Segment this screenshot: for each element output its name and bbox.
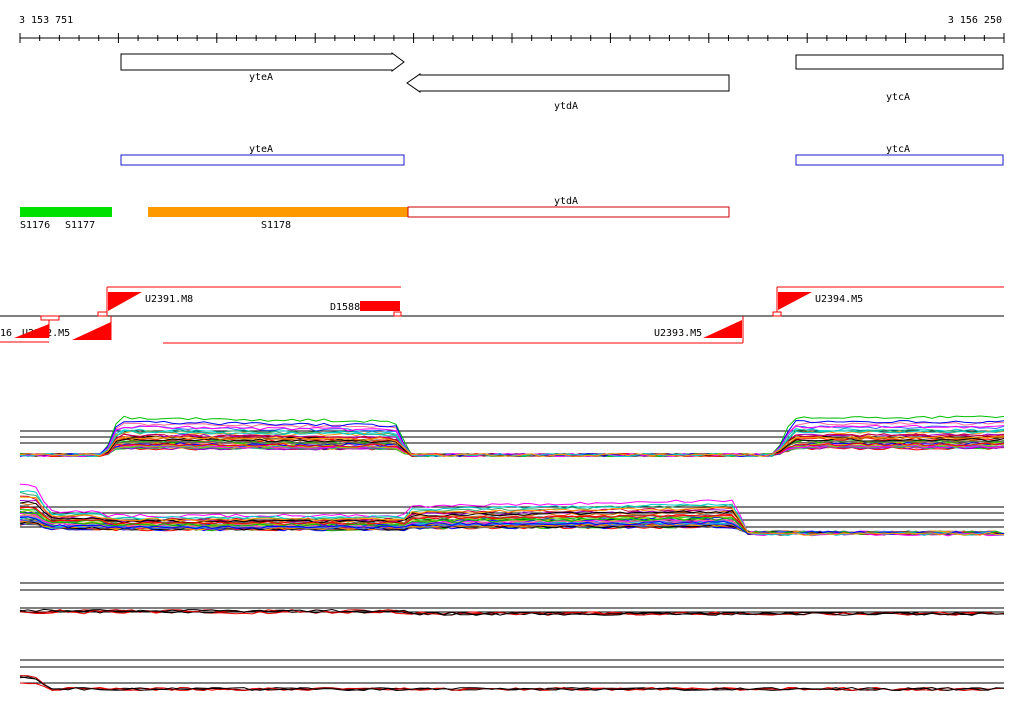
profile-track-3 [19,582,1005,616]
start-coordinate: 3 153 751 [19,15,73,26]
expression-profile-line [19,490,1005,537]
gene-track: yteA ytdA ytcA [120,52,1004,112]
gene-label-yteA: yteA [249,72,273,83]
segment-label-S1176: S1176 [20,220,50,231]
expression-profile-line [19,516,1005,535]
expression-profile-line [19,424,1005,458]
expression-profile-line [19,435,1005,457]
feature-label-U2391: U2391.M8 [145,294,193,305]
expression-profile-line [19,511,1005,535]
gene-label-ytdA: ytdA [554,101,578,112]
feature-block-D1588[interactable] [360,301,400,311]
segment-green[interactable] [20,207,112,217]
coordinate-ruler: 3 153 751 3 156 250 [19,15,1005,43]
gene-arrow-yteA[interactable] [120,52,405,72]
segment-label-ytdA: ytdA [554,196,578,207]
feature-flag-U2393[interactable] [703,320,742,338]
feature-label-D1588: D1588 [330,302,360,313]
feature-flag-left[interactable] [72,322,111,340]
cds-box-yteA[interactable] [120,154,405,166]
feature-flag-U2391[interactable] [108,292,142,311]
feature-flag-U2392[interactable] [14,324,49,338]
end-coordinate: 3 156 250 [948,15,1002,26]
expression-profile-line [19,608,1004,616]
ruler-ticks [19,33,1005,43]
profile-track-4 [19,659,1005,692]
segment-track: S1176 S1177 S1178 ytdA [20,196,730,231]
feature-flag-U2394[interactable] [778,292,812,310]
profile-track-2 [19,483,1005,537]
expression-profile-line [19,676,1005,692]
cds-box-ytcA[interactable] [795,154,1004,166]
cds-track: yteA ytcA [120,144,1004,166]
segment-label-S1177: S1177 [65,220,95,231]
cds-label-yteA: yteA [249,144,273,155]
feature-label-16: 16 [0,328,12,339]
profile-track-1 [19,415,1005,458]
gene-arrow-ytcA[interactable] [795,54,1004,70]
feature-label-U2394: U2394.M5 [815,294,863,305]
segment-label-S1178: S1178 [261,220,291,231]
gene-label-ytcA: ytcA [886,92,910,103]
feature-track: U2391.M8 D1588 U2394.M5 16 U2392.M5 U239… [0,286,1004,344]
gene-arrow-ytdA[interactable] [406,73,730,93]
segment-orange[interactable] [148,207,408,217]
segment-ytdA-outline[interactable] [407,206,730,218]
expression-profile-tracks [19,415,1005,692]
feature-label-U2393: U2393.M5 [654,328,702,339]
expression-profile-line [19,419,1005,458]
expression-profile-line [19,496,1005,536]
cds-label-ytcA: ytcA [886,144,910,155]
